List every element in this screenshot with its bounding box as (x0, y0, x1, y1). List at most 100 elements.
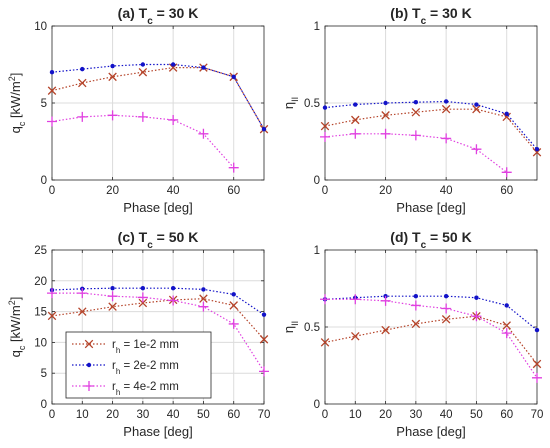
plus-marker (198, 301, 209, 312)
y-tick-label: 5 (41, 98, 47, 110)
x-tick-label: 0 (322, 185, 328, 197)
y-tick-label: 5 (41, 368, 47, 380)
dot-marker (474, 295, 479, 300)
plus-marker (501, 167, 512, 178)
y-tick-label: 10 (34, 337, 47, 349)
series-line (51, 66, 265, 130)
plus-marker (77, 111, 88, 122)
x-marker (78, 78, 87, 88)
legend-entry: rh = 4e-2 mm (72, 381, 179, 397)
x-tick-label: 0 (49, 185, 55, 197)
y-tick-label: 1 (314, 245, 320, 257)
x-marker (229, 301, 238, 310)
dot-marker (110, 285, 115, 291)
dot-marker (170, 62, 176, 67)
x-tick-label: 60 (500, 409, 513, 421)
x-tick-label: 70 (258, 409, 271, 421)
dot-marker (261, 126, 267, 132)
y-tick-label: 0 (41, 399, 47, 411)
x-marker (411, 107, 421, 117)
legend-entry: rh = 1e-2 mm (72, 339, 179, 355)
dot-marker (474, 102, 479, 107)
x-marker (168, 63, 178, 72)
plus-marker (198, 128, 209, 139)
plus-marker (47, 288, 57, 299)
plus-marker (320, 131, 330, 142)
y-axis-label: qc [kW/m2] (7, 73, 27, 134)
dot-marker (140, 285, 146, 291)
dot-marker (231, 292, 236, 297)
y-tick-label: 0.5 (304, 98, 320, 110)
x-tick-label: 40 (440, 409, 453, 421)
x-marker (351, 331, 360, 341)
plus-marker (471, 144, 482, 155)
plus-marker (137, 292, 148, 303)
x-tick-label: 60 (500, 185, 513, 197)
dot-marker (201, 65, 206, 70)
y-tick-label: 0 (314, 175, 320, 187)
x-marker (108, 302, 117, 311)
legend: rh = 1e-2 mm rh = 2e-2 mm rh = 4e-2 mm (65, 331, 212, 399)
x-marker (381, 325, 390, 335)
plus-marker (501, 328, 512, 339)
plus-marker (410, 300, 421, 311)
x-marker (320, 121, 330, 131)
x-marker (199, 294, 208, 303)
y-tick-label: 15 (34, 307, 47, 319)
dot-marker (534, 327, 540, 333)
x-axis-label: Phase [deg] (123, 424, 192, 439)
legend-label: rh = 4e-2 mm (112, 381, 179, 397)
x-marker (472, 104, 481, 114)
plus-marker (410, 130, 421, 141)
x-tick-label: 30 (409, 409, 422, 421)
dot-marker (504, 111, 509, 116)
series-line (324, 295, 538, 331)
y-tick-label: 10 (34, 21, 47, 33)
x-marker (502, 112, 511, 122)
x-tick-label: 60 (227, 185, 240, 197)
x-marker (381, 111, 390, 120)
dot-marker (443, 99, 449, 104)
x-tick-label: 30 (136, 409, 149, 421)
plus-marker (471, 311, 482, 322)
plus-marker (77, 288, 88, 299)
x-tick-label: 70 (531, 409, 544, 421)
series-line (324, 108, 538, 153)
dot-marker (443, 294, 449, 299)
series-line (52, 292, 265, 372)
chart-panel-c: 0 10 20 30 40 50 60 70 0 5 10 15 20 25 (c) Tc = 50 K Ph… (7, 229, 270, 439)
dot-marker (261, 312, 267, 317)
chart-title: (b) Tc = 30 K (390, 5, 471, 27)
y-tick-label: 0.5 (304, 322, 320, 334)
x-tick-label: 20 (379, 185, 392, 197)
plus-marker (380, 128, 391, 139)
dot-marker (353, 102, 358, 107)
legend-entry: rh = 2e-2 mm (72, 360, 179, 376)
plus-marker (350, 294, 361, 305)
y-axis-label: ηII (281, 97, 300, 109)
x-axis-label: Phase [deg] (123, 200, 192, 215)
x-marker (351, 115, 360, 125)
dot-marker (504, 303, 509, 308)
plus-marker (532, 372, 542, 383)
plus-marker (137, 111, 148, 122)
plus-marker (228, 162, 239, 173)
plus-marker (84, 381, 94, 391)
x-marker (259, 335, 269, 344)
y-axis-label: qc [kW/m2] (7, 297, 27, 358)
plus-marker (350, 128, 361, 139)
plus-marker (47, 116, 57, 127)
chart-panel-b: 0 20 40 60 0 0.5 1 (b) Tc = 30 K Phase [deg] ηII (281, 5, 542, 215)
x-tick-label: 50 (470, 409, 483, 421)
series-line (324, 315, 538, 365)
chart-panel-d: 0 10 20 30 40 50 60 70 0 0.5 1 (d) Tc = 50 K Phase [… (281, 229, 543, 439)
x-tick-label: 60 (227, 409, 240, 421)
x-tick-label: 20 (106, 185, 119, 197)
chart-title: (c) Tc = 50 K (118, 229, 199, 251)
x-tick-label: 50 (197, 409, 210, 421)
x-tick-label: 0 (322, 409, 328, 421)
y-axis-label: ηII (281, 321, 300, 333)
x-tick-label: 10 (349, 409, 362, 421)
x-marker (138, 298, 148, 308)
